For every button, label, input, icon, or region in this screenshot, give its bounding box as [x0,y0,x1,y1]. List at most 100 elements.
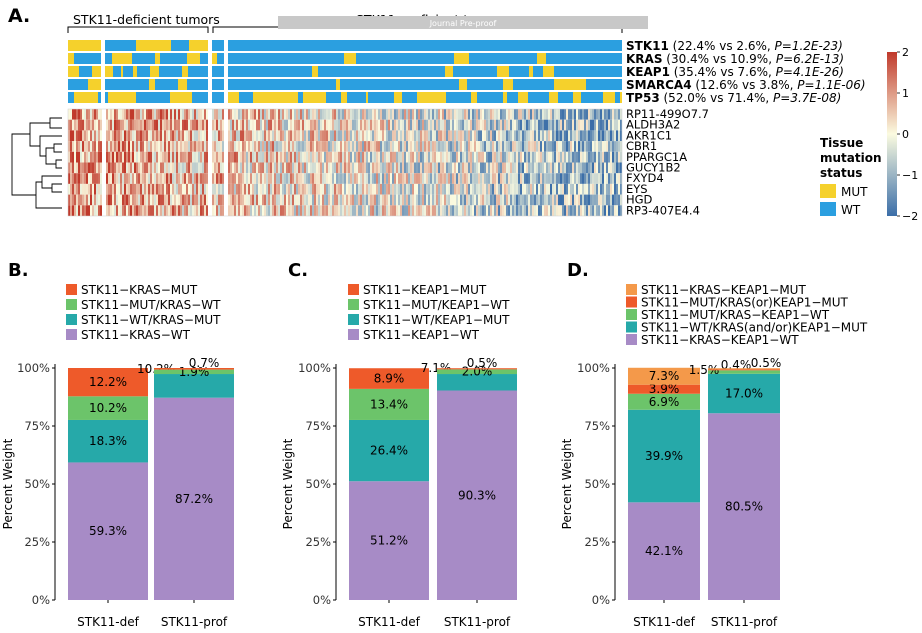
heatmap-cell [358,205,360,216]
heatmap-cell [538,109,540,120]
bar-segment [349,481,429,600]
heatmap-cell [440,194,442,206]
heatmap-cell [148,109,150,120]
heatmap-cell [120,109,122,120]
legend-swatch [626,309,637,320]
heatmap-cell [482,130,484,142]
heatmap-cell [466,194,468,206]
heatmap-cell [476,173,478,184]
heatmap-cell [612,109,614,120]
heatmap-cell [198,151,200,163]
heatmap-cell [272,205,274,216]
heatmap-cell [336,151,338,163]
heatmap-cell [252,109,254,120]
heatmap-cell [260,173,262,184]
heatmap-cell [600,109,602,120]
heatmap-cell [424,183,426,195]
heatmap-cell [218,119,220,131]
heatmap-cell [172,205,174,216]
heatmap-cell [446,194,448,206]
heatmap-cell [240,109,242,120]
heatmap-cell [532,109,534,120]
heatmap-cell [86,205,88,216]
heatmap-cell [328,173,330,184]
heatmap-cell [522,162,524,174]
heatmap-cell [100,130,102,142]
mutation-stats: (22.4% vs 2.6%, [669,39,775,53]
heatmap-cell [492,205,494,216]
heatmap-cell [494,194,496,206]
heatmap-cell [122,130,124,142]
heatmap-cell [526,109,528,120]
heatmap-cell [510,205,512,216]
heatmap-cell [484,162,486,174]
heatmap-cell [422,173,424,184]
heatmap-cell [408,183,410,195]
heatmap-cell [346,109,348,120]
heatmap-cell [246,119,248,131]
heatmap-cell [242,173,244,184]
heatmap-cell [620,183,622,195]
heatmap-cell [440,162,442,174]
heatmap-cell [450,183,452,195]
heatmap-cell [416,173,418,184]
heatmap-cell [596,109,598,120]
heatmap-cell [604,194,606,206]
heatmap-cell [486,151,488,163]
heatmap-cell [238,162,240,174]
heatmap-cell [72,130,74,142]
heatmap-cell [238,130,240,142]
heatmap-cell [214,130,216,142]
heatmap-cell [166,151,168,163]
heatmap-cell [526,194,528,206]
heatmap-cell [86,173,88,184]
heatmap-cell [460,205,462,216]
heatmap-cell [140,205,142,216]
heatmap-cell [404,130,406,142]
heatmap-cell [534,162,536,174]
legend-swatch [66,314,77,325]
heatmap-cell [302,173,304,184]
heatmap-cell [410,173,412,184]
heatmap-cell [290,183,292,195]
heatmap-cell [594,205,596,216]
heatmap-cell [366,119,368,131]
heatmap-cell [330,141,332,152]
heatmap-cell [116,109,118,120]
heatmap-cell [216,151,218,163]
heatmap-cell [542,205,544,216]
heatmap-cell [334,130,336,142]
heatmap-cell [372,151,374,163]
heatmap-cell [374,173,376,184]
heatmap-cell [512,173,514,184]
heatmap-cell [140,151,142,163]
heatmap-cell [106,151,108,163]
heatmap-cell [348,109,350,120]
panel-a: A. STK11-deficient tumors STK11-proficie… [8,5,918,223]
heatmap-cell [204,119,206,131]
heatmap-cell [502,141,504,152]
heatmap-cell [326,119,328,131]
heatmap-cell [516,205,518,216]
x-category-label: STK11-prof [444,615,511,629]
heatmap-cell [228,130,230,142]
heatmap-cell [576,109,578,120]
heatmap-cell [480,141,482,152]
heatmap-cell [428,183,430,195]
heatmap-cell [464,119,466,131]
heatmap-cell [346,130,348,142]
heatmap-cell [384,109,386,120]
heatmap-cell [148,194,150,206]
heatmap-cell [316,183,318,195]
heatmap-cell [390,173,392,184]
heatmap-cell [318,162,320,174]
heatmap-cell [148,119,150,131]
heatmap-cell [444,119,446,131]
heatmap-cell [234,130,236,142]
mutation-segment [344,53,356,64]
heatmap-cell [620,151,622,163]
heatmap-cell [504,194,506,206]
heatmap-cell [144,173,146,184]
heatmap-cell [518,173,520,184]
heatmap-cell [186,194,188,206]
